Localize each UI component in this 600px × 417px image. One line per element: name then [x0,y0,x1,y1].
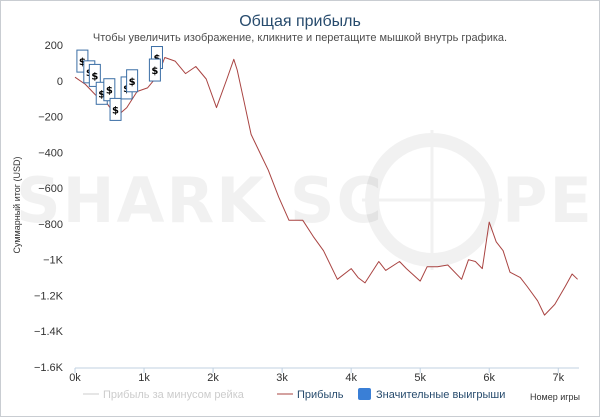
marker-label: $ [98,89,105,100]
legend-item-big-wins[interactable]: Значительные выигрыши [358,388,505,401]
legend-rake-label: Прибыль за минусом рейка [103,389,245,401]
big-win-marker[interactable]: $ [126,69,139,93]
marker-box [148,58,161,82]
legend-item-rake[interactable]: Прибыль за минусом рейка [83,389,245,401]
legend-big-wins-label: Значительные выигрыши [376,389,505,401]
x-tick-label: 2k [207,372,219,384]
legend: Прибыль за минусом рейка Прибыль Значите… [83,388,505,401]
series-line-profit[interactable] [74,57,578,316]
marker-label: $ [79,57,86,68]
marker-box [109,97,122,121]
watermark-text-left: SHARK SC [16,164,384,237]
big-win-marker[interactable]: $ [103,78,116,102]
marker-box [88,63,101,87]
y-tick-label: −800 [38,219,63,231]
x-axis: 0k 1k 2k 3k 4k 5k 6k 7k [69,367,579,384]
chart-title: Общая прибыль [239,13,361,30]
x-tick-label: 0k [69,372,81,384]
y-tick-label: −1.6K [34,362,64,374]
watermark: SHARK SC PE [16,130,594,270]
x-tick-label: 1k [138,372,150,384]
x-tick-label: 3k [276,372,288,384]
y-tick-label: −600 [38,183,63,195]
legend-profit-label: Прибыль [297,389,344,401]
marker-label: $ [151,66,158,77]
x-tick-label: 5k [414,372,426,384]
marker-box [126,69,139,93]
big-win-marker[interactable]: $ [88,63,101,87]
marker-label: $ [106,86,113,97]
y-tick-label: 0 [57,76,63,88]
y-axis: 200 0 −200 −400 −600 −800 −1K −1.2K −1.4K −1.6K [34,40,64,374]
x-tick-label: 4k [345,372,357,384]
marker-label: $ [112,105,119,116]
marker-box [103,78,116,102]
y-axis-title: Суммарный итог (USD) [12,156,22,253]
y-tick-label: −200 [38,112,63,124]
legend-item-profit[interactable]: Прибыль [277,389,344,401]
marker-label: $ [91,71,98,82]
big-win-marker[interactable]: $ [109,97,122,121]
y-tick-label: −400 [38,147,63,159]
x-tick-label: 6k [483,372,495,384]
big-win-marker[interactable]: $ [148,58,161,82]
y-tick-label: −1.2K [34,290,64,302]
series-layer [74,57,578,316]
chart-subtitle: Чтобы увеличить изображение, кликните и … [93,32,507,44]
watermark-scope-icon [362,130,502,270]
x-tick-label: 7k [552,372,564,384]
watermark-text-right: PE [502,164,594,237]
marker-label: $ [129,77,136,88]
y-tick-label: −1.4K [34,326,64,338]
legend-big-wins-square-icon [358,388,371,400]
x-axis-title: Номер игры [530,392,580,402]
y-tick-label: 200 [45,40,63,52]
y-tick-label: −1K [43,255,64,267]
big-win-markers: $$$$$$$$$$ [76,46,163,121]
